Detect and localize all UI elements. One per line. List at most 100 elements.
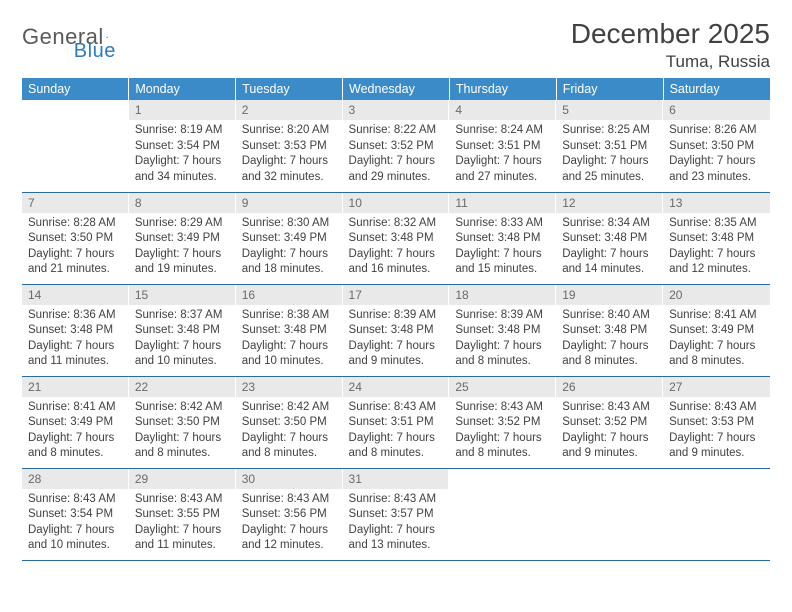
daylight-text: Daylight: 7 hours and 9 minutes. bbox=[669, 431, 764, 462]
calendar-cell bbox=[663, 468, 770, 560]
sunrise-text: Sunrise: 8:40 AM bbox=[562, 308, 657, 324]
sunrise-text: Sunrise: 8:43 AM bbox=[349, 492, 444, 508]
daylight-text: Daylight: 7 hours and 8 minutes. bbox=[455, 431, 550, 462]
sunset-text: Sunset: 3:48 PM bbox=[562, 323, 657, 339]
calendar-cell: 2Sunrise: 8:20 AMSunset: 3:53 PMDaylight… bbox=[236, 100, 343, 192]
sunset-text: Sunset: 3:53 PM bbox=[242, 139, 337, 155]
calendar-cell: 11Sunrise: 8:33 AMSunset: 3:48 PMDayligh… bbox=[449, 192, 556, 284]
day-number bbox=[22, 100, 129, 120]
sunrise-text: Sunrise: 8:20 AM bbox=[242, 123, 337, 139]
header-sunday: Sunday bbox=[22, 78, 129, 100]
sunrise-text: Sunrise: 8:34 AM bbox=[562, 216, 657, 232]
sunset-text: Sunset: 3:52 PM bbox=[349, 139, 444, 155]
day-number: 30 bbox=[236, 469, 343, 489]
header-monday: Monday bbox=[129, 78, 236, 100]
day-content bbox=[449, 489, 556, 496]
day-number: 7 bbox=[22, 193, 129, 213]
day-content: Sunrise: 8:43 AMSunset: 3:52 PMDaylight:… bbox=[556, 397, 663, 466]
calendar-cell: 14Sunrise: 8:36 AMSunset: 3:48 PMDayligh… bbox=[22, 284, 129, 376]
sunset-text: Sunset: 3:50 PM bbox=[669, 139, 764, 155]
calendar-cell: 10Sunrise: 8:32 AMSunset: 3:48 PMDayligh… bbox=[343, 192, 450, 284]
sunrise-text: Sunrise: 8:39 AM bbox=[455, 308, 550, 324]
daylight-text: Daylight: 7 hours and 11 minutes. bbox=[135, 523, 230, 554]
day-number: 4 bbox=[449, 100, 556, 120]
day-content: Sunrise: 8:39 AMSunset: 3:48 PMDaylight:… bbox=[449, 305, 556, 374]
day-number: 10 bbox=[343, 193, 450, 213]
daylight-text: Daylight: 7 hours and 10 minutes. bbox=[135, 339, 230, 370]
sunrise-text: Sunrise: 8:30 AM bbox=[242, 216, 337, 232]
day-number: 13 bbox=[663, 193, 770, 213]
sunset-text: Sunset: 3:49 PM bbox=[28, 415, 123, 431]
location-text: Tuma, Russia bbox=[571, 52, 770, 72]
day-content: Sunrise: 8:40 AMSunset: 3:48 PMDaylight:… bbox=[556, 305, 663, 374]
sunrise-text: Sunrise: 8:43 AM bbox=[28, 492, 123, 508]
calendar-cell: 27Sunrise: 8:43 AMSunset: 3:53 PMDayligh… bbox=[663, 376, 770, 468]
sunset-text: Sunset: 3:57 PM bbox=[349, 507, 444, 523]
day-content: Sunrise: 8:37 AMSunset: 3:48 PMDaylight:… bbox=[129, 305, 236, 374]
logo: General Blue bbox=[22, 24, 172, 50]
day-number: 12 bbox=[556, 193, 663, 213]
sunset-text: Sunset: 3:49 PM bbox=[242, 231, 337, 247]
day-number: 6 bbox=[663, 100, 770, 120]
calendar-cell: 13Sunrise: 8:35 AMSunset: 3:48 PMDayligh… bbox=[663, 192, 770, 284]
calendar-cell: 21Sunrise: 8:41 AMSunset: 3:49 PMDayligh… bbox=[22, 376, 129, 468]
daylight-text: Daylight: 7 hours and 8 minutes. bbox=[562, 339, 657, 370]
day-number: 26 bbox=[556, 377, 663, 397]
sunset-text: Sunset: 3:52 PM bbox=[455, 415, 550, 431]
calendar-cell: 29Sunrise: 8:43 AMSunset: 3:55 PMDayligh… bbox=[129, 468, 236, 560]
calendar-cell: 22Sunrise: 8:42 AMSunset: 3:50 PMDayligh… bbox=[129, 376, 236, 468]
calendar-cell bbox=[449, 468, 556, 560]
sunset-text: Sunset: 3:48 PM bbox=[28, 323, 123, 339]
day-number: 25 bbox=[449, 377, 556, 397]
sunset-text: Sunset: 3:48 PM bbox=[455, 323, 550, 339]
calendar-cell: 31Sunrise: 8:43 AMSunset: 3:57 PMDayligh… bbox=[343, 468, 450, 560]
header-saturday: Saturday bbox=[663, 78, 770, 100]
sunrise-text: Sunrise: 8:39 AM bbox=[349, 308, 444, 324]
daylight-text: Daylight: 7 hours and 23 minutes. bbox=[669, 154, 764, 185]
daylight-text: Daylight: 7 hours and 8 minutes. bbox=[455, 339, 550, 370]
day-content: Sunrise: 8:42 AMSunset: 3:50 PMDaylight:… bbox=[236, 397, 343, 466]
daylight-text: Daylight: 7 hours and 27 minutes. bbox=[455, 154, 550, 185]
sunset-text: Sunset: 3:48 PM bbox=[349, 231, 444, 247]
day-number: 24 bbox=[343, 377, 450, 397]
daylight-text: Daylight: 7 hours and 8 minutes. bbox=[242, 431, 337, 462]
calendar-cell: 25Sunrise: 8:43 AMSunset: 3:52 PMDayligh… bbox=[449, 376, 556, 468]
day-number bbox=[663, 469, 770, 489]
sunset-text: Sunset: 3:56 PM bbox=[242, 507, 337, 523]
day-content: Sunrise: 8:19 AMSunset: 3:54 PMDaylight:… bbox=[129, 120, 236, 189]
sunrise-text: Sunrise: 8:41 AM bbox=[669, 308, 764, 324]
sunrise-text: Sunrise: 8:36 AM bbox=[28, 308, 123, 324]
day-content: Sunrise: 8:43 AMSunset: 3:57 PMDaylight:… bbox=[343, 489, 450, 558]
day-number: 17 bbox=[343, 285, 450, 305]
sunrise-text: Sunrise: 8:41 AM bbox=[28, 400, 123, 416]
logo-text-2: Blue bbox=[74, 40, 116, 63]
calendar-cell: 24Sunrise: 8:43 AMSunset: 3:51 PMDayligh… bbox=[343, 376, 450, 468]
daylight-text: Daylight: 7 hours and 16 minutes. bbox=[349, 247, 444, 278]
calendar-cell: 23Sunrise: 8:42 AMSunset: 3:50 PMDayligh… bbox=[236, 376, 343, 468]
sunset-text: Sunset: 3:48 PM bbox=[455, 231, 550, 247]
calendar-cell: 5Sunrise: 8:25 AMSunset: 3:51 PMDaylight… bbox=[556, 100, 663, 192]
daylight-text: Daylight: 7 hours and 29 minutes. bbox=[349, 154, 444, 185]
calendar-cell: 30Sunrise: 8:43 AMSunset: 3:56 PMDayligh… bbox=[236, 468, 343, 560]
daylight-text: Daylight: 7 hours and 11 minutes. bbox=[28, 339, 123, 370]
day-content: Sunrise: 8:42 AMSunset: 3:50 PMDaylight:… bbox=[129, 397, 236, 466]
day-number bbox=[556, 469, 663, 489]
day-number bbox=[449, 469, 556, 489]
sunrise-text: Sunrise: 8:42 AM bbox=[242, 400, 337, 416]
calendar-row: 28Sunrise: 8:43 AMSunset: 3:54 PMDayligh… bbox=[22, 468, 770, 560]
header-tuesday: Tuesday bbox=[236, 78, 343, 100]
day-content: Sunrise: 8:43 AMSunset: 3:56 PMDaylight:… bbox=[236, 489, 343, 558]
day-content: Sunrise: 8:38 AMSunset: 3:48 PMDaylight:… bbox=[236, 305, 343, 374]
day-content: Sunrise: 8:43 AMSunset: 3:51 PMDaylight:… bbox=[343, 397, 450, 466]
page-header: General Blue December 2025 Tuma, Russia bbox=[22, 18, 770, 72]
calendar-cell: 18Sunrise: 8:39 AMSunset: 3:48 PMDayligh… bbox=[449, 284, 556, 376]
sunset-text: Sunset: 3:52 PM bbox=[562, 415, 657, 431]
day-content: Sunrise: 8:39 AMSunset: 3:48 PMDaylight:… bbox=[343, 305, 450, 374]
calendar-cell: 3Sunrise: 8:22 AMSunset: 3:52 PMDaylight… bbox=[343, 100, 450, 192]
day-number: 3 bbox=[343, 100, 450, 120]
day-number: 23 bbox=[236, 377, 343, 397]
day-content: Sunrise: 8:24 AMSunset: 3:51 PMDaylight:… bbox=[449, 120, 556, 189]
sunset-text: Sunset: 3:55 PM bbox=[135, 507, 230, 523]
sunrise-text: Sunrise: 8:43 AM bbox=[349, 400, 444, 416]
daylight-text: Daylight: 7 hours and 9 minutes. bbox=[349, 339, 444, 370]
